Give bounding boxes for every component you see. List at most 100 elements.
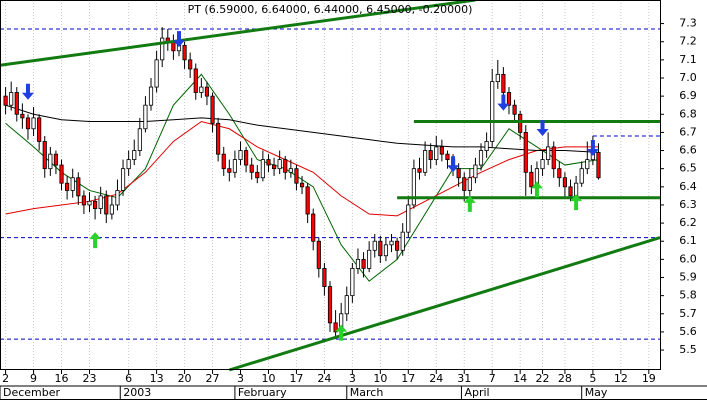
candle-body bbox=[378, 240, 383, 257]
candle-body bbox=[456, 168, 461, 179]
y-tick-label: 6.8 bbox=[679, 107, 697, 120]
candle-body bbox=[484, 141, 489, 151]
x-tick-label: 22 bbox=[536, 372, 550, 385]
candle-body bbox=[395, 240, 400, 251]
candle-body bbox=[154, 59, 159, 88]
y-tick-label: 6.2 bbox=[679, 216, 697, 229]
candle-body bbox=[232, 159, 237, 173]
candle-body bbox=[120, 168, 126, 191]
y-tick-label: 6.0 bbox=[679, 252, 697, 265]
moving-average-line bbox=[5, 104, 599, 153]
candle-body bbox=[210, 95, 215, 124]
candle-body bbox=[188, 59, 193, 70]
y-tick-label: 6.9 bbox=[679, 89, 697, 102]
month-label: December bbox=[3, 386, 61, 399]
candle-body bbox=[512, 104, 517, 115]
candle-body bbox=[322, 268, 327, 287]
x-tick-label: 19 bbox=[642, 372, 656, 385]
y-tick-label: 5.7 bbox=[679, 307, 697, 320]
candle-body bbox=[529, 171, 534, 188]
candle-body bbox=[568, 186, 573, 197]
candle-body bbox=[383, 244, 389, 257]
candle-body bbox=[350, 268, 355, 297]
candle-body bbox=[137, 128, 142, 151]
candle-body bbox=[311, 213, 316, 242]
x-tick-label: 10 bbox=[373, 372, 387, 385]
y-tick-label: 7.2 bbox=[679, 35, 697, 48]
y-tick-label: 5.9 bbox=[679, 271, 697, 284]
candle-body bbox=[48, 153, 53, 170]
candle-body bbox=[9, 92, 14, 106]
candle-body bbox=[506, 92, 512, 106]
candle-body bbox=[283, 159, 288, 173]
candle-body bbox=[204, 86, 210, 97]
candle-body bbox=[148, 86, 154, 106]
month-label: February bbox=[238, 386, 287, 399]
candle-body bbox=[445, 153, 450, 161]
sell-arrow bbox=[586, 139, 599, 156]
candle-body bbox=[294, 168, 299, 184]
trend-line bbox=[228, 236, 661, 372]
y-tick-label: 6.7 bbox=[679, 125, 697, 138]
buy-arrow bbox=[530, 181, 543, 198]
buy-arrow bbox=[89, 232, 102, 249]
candle-body bbox=[372, 240, 377, 251]
plot-border bbox=[0, 0, 661, 370]
candle-body bbox=[546, 146, 551, 161]
candle-body bbox=[367, 249, 372, 269]
candle-body bbox=[65, 182, 70, 191]
x-tick-label: 3 bbox=[349, 372, 356, 385]
trend-line bbox=[0, 0, 476, 67]
x-tick-label: 23 bbox=[82, 372, 96, 385]
y-tick-label: 5.6 bbox=[679, 325, 697, 338]
x-tick-label: 20 bbox=[178, 372, 192, 385]
candle-body bbox=[495, 73, 500, 83]
candle-body bbox=[182, 44, 187, 61]
candle-body bbox=[540, 159, 545, 170]
candle-body bbox=[305, 186, 310, 215]
candle-body bbox=[115, 190, 120, 206]
x-tick-label: 5 bbox=[589, 372, 596, 385]
candle-body bbox=[126, 159, 131, 170]
overlay-layer bbox=[0, 0, 661, 372]
x-tick-label: 28 bbox=[558, 372, 572, 385]
candle-body bbox=[551, 146, 556, 170]
sell-arrow bbox=[447, 156, 460, 173]
candle-body bbox=[411, 168, 416, 206]
candle-body bbox=[266, 159, 271, 166]
x-tick-label: 24 bbox=[429, 372, 443, 385]
candle-body bbox=[160, 37, 165, 61]
month-label: May bbox=[585, 386, 608, 399]
candle-body bbox=[596, 151, 601, 179]
buy-arrow bbox=[570, 194, 583, 211]
x-tick-label: 24 bbox=[317, 372, 331, 385]
candle-body bbox=[557, 168, 562, 179]
candle-body bbox=[143, 104, 148, 130]
sell-arrow bbox=[172, 31, 185, 48]
candle-body bbox=[25, 117, 31, 130]
candle-body bbox=[193, 68, 198, 93]
x-tick-label: 3 bbox=[237, 372, 244, 385]
x-tick-label: 10 bbox=[261, 372, 275, 385]
candle-body bbox=[3, 95, 8, 106]
y-tick-label: 7.0 bbox=[679, 71, 697, 84]
x-tick-label: 9 bbox=[30, 372, 37, 385]
y-tick-label: 6.6 bbox=[679, 144, 697, 157]
moving-average-line bbox=[5, 73, 599, 282]
candle-body bbox=[462, 177, 467, 191]
month-label: 2003 bbox=[123, 386, 151, 399]
candle-body bbox=[59, 164, 64, 184]
candle-body bbox=[518, 113, 523, 133]
moving-average-line bbox=[5, 120, 599, 217]
candle-body bbox=[238, 150, 243, 161]
x-tick-label: 6 bbox=[125, 372, 132, 385]
candle-body bbox=[31, 117, 36, 130]
candle-body bbox=[199, 86, 204, 93]
candle-body bbox=[579, 168, 584, 184]
candle-body bbox=[423, 150, 428, 173]
candle-body bbox=[20, 113, 25, 119]
candle-body bbox=[249, 164, 254, 173]
month-label: April bbox=[464, 386, 489, 399]
candle-body bbox=[93, 200, 98, 209]
candle-body bbox=[439, 146, 444, 155]
